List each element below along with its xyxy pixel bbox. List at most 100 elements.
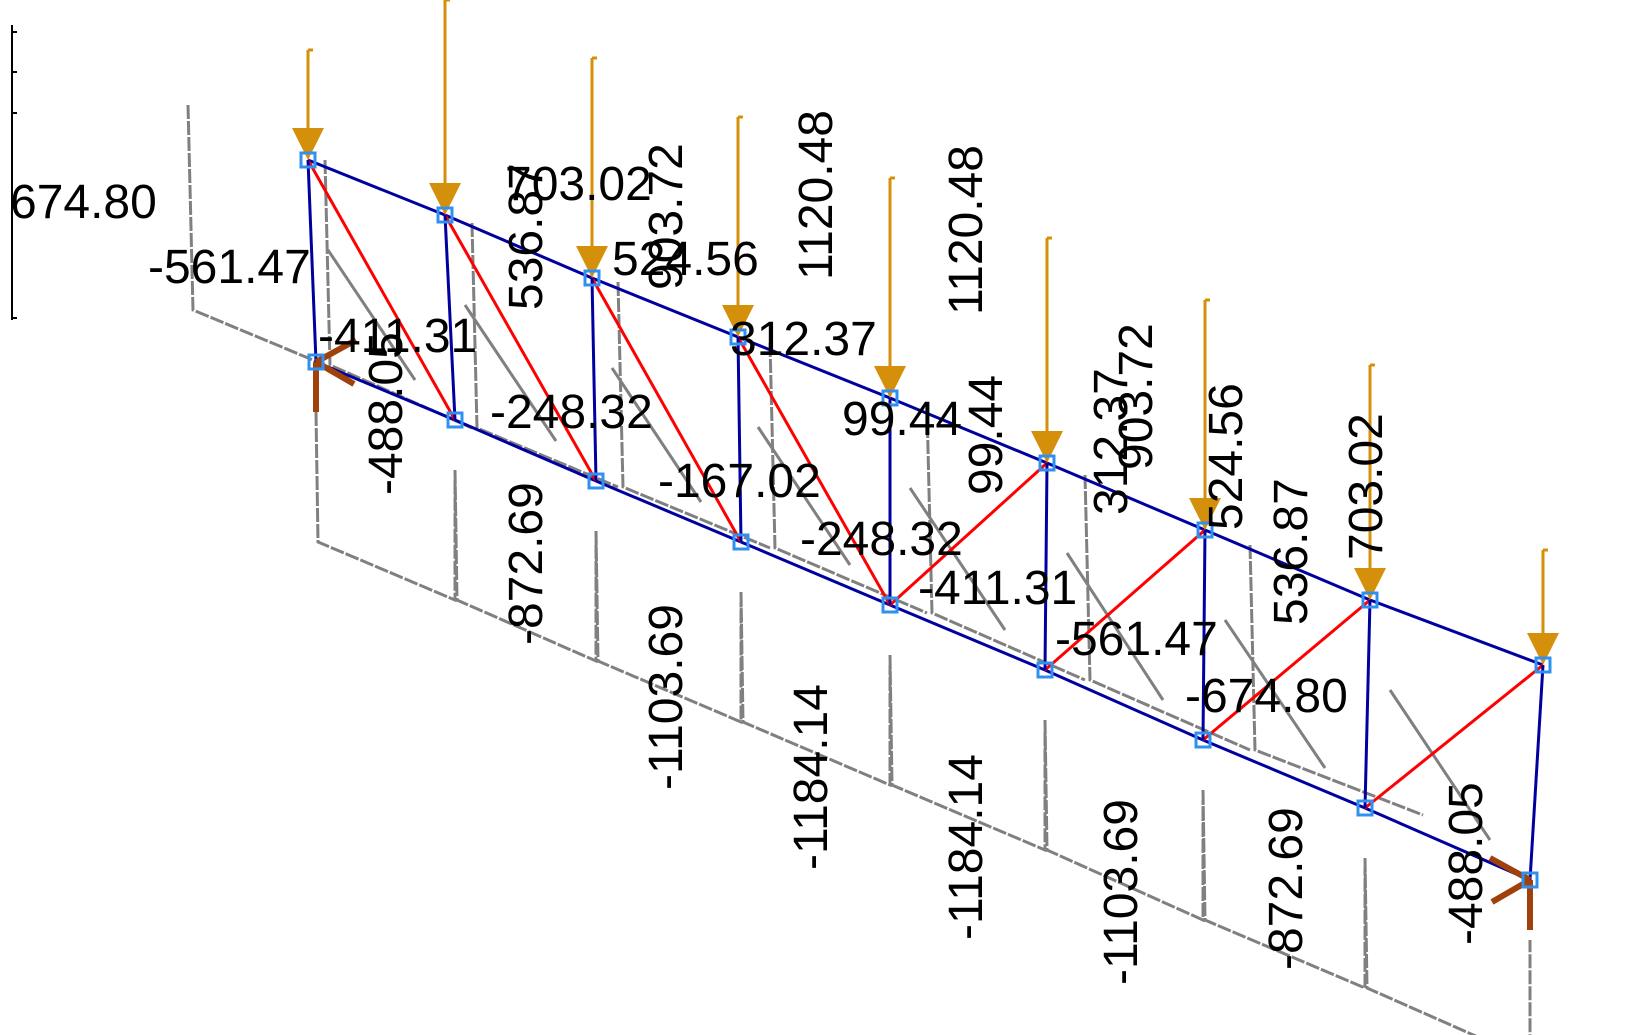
load-arrowhead — [1031, 431, 1063, 463]
bottom-chord — [315, 360, 456, 422]
force-label: 1120.48 — [940, 145, 993, 315]
force-label: 99.44 — [842, 393, 962, 446]
axis-ruler — [11, 25, 17, 320]
node — [436, 206, 454, 224]
force-diagram — [1223, 619, 1327, 769]
force-label: -1184.14 — [940, 754, 993, 940]
top-chord — [1204, 528, 1371, 602]
force-label: 524.56 — [612, 233, 759, 286]
vertical — [1528, 664, 1545, 881]
support — [1488, 855, 1533, 930]
diagonal — [736, 336, 892, 606]
force-label: -248.32 — [800, 513, 963, 566]
load-arrowhead — [429, 183, 461, 215]
node — [881, 389, 899, 407]
force-label: 903.72 — [1110, 323, 1163, 470]
diagonal — [306, 159, 457, 421]
force-label: -872.69 — [500, 482, 553, 645]
node — [446, 411, 464, 429]
force-labels: 674.80-561.47-411.31703.02524.56312.37-2… — [10, 110, 1493, 985]
force-label: -167.02 — [658, 455, 821, 508]
node — [307, 353, 325, 371]
node — [1356, 799, 1374, 817]
diagonal — [590, 277, 743, 543]
vertical — [443, 214, 457, 421]
force-label: 703.02 — [505, 158, 652, 211]
force-label: 312.37 — [730, 313, 877, 366]
node — [1038, 454, 1056, 472]
truss — [186, 0, 1559, 1035]
force-label: 312.37 — [1085, 368, 1138, 515]
force-diagram — [925, 407, 1086, 682]
force-label: -1103.69 — [1095, 799, 1148, 985]
force-label: -674.80 — [1185, 670, 1348, 723]
force-diagram — [1363, 857, 1532, 1035]
node — [1196, 521, 1214, 539]
force-label: -561.47 — [1055, 613, 1218, 666]
force-diagram — [326, 249, 417, 381]
diagonal — [1364, 663, 1544, 810]
node — [881, 596, 899, 614]
force-label: -488.05 — [360, 332, 413, 495]
node — [732, 533, 750, 551]
force-diagram — [1083, 474, 1251, 752]
vertical — [1201, 529, 1207, 741]
node — [587, 472, 605, 490]
diagonal — [1202, 598, 1371, 742]
load-arrowhead — [292, 128, 324, 160]
force-label: 674.80 — [10, 176, 157, 229]
force-label: -488.05 — [1440, 782, 1493, 945]
load-arrowhead — [1189, 498, 1221, 530]
top-chord — [737, 335, 891, 400]
load-arrowhead — [1354, 568, 1386, 600]
vertical — [590, 277, 598, 482]
load-arrowhead — [576, 246, 608, 278]
top-chord — [444, 213, 593, 280]
force-label: -248.32 — [490, 386, 653, 439]
force-diagram — [610, 367, 703, 503]
node — [1534, 656, 1552, 674]
force-label: 99.44 — [960, 375, 1013, 495]
force-label: -411.31 — [918, 562, 1077, 615]
node — [729, 328, 747, 346]
node — [583, 269, 601, 287]
force-label: 536.87 — [1265, 478, 1318, 625]
force-label: 536.87 — [500, 163, 553, 310]
bottom-chord — [889, 603, 1046, 672]
bottom-chord — [1044, 668, 1204, 742]
diagonal — [443, 214, 598, 482]
force-label: -1184.14 — [785, 684, 838, 870]
force-label: -872.69 — [1260, 807, 1313, 970]
force-diagram — [1388, 689, 1492, 841]
force-diagram — [463, 304, 558, 442]
force-label: -561.47 — [148, 241, 311, 294]
force-label: 703.02 — [1340, 413, 1393, 560]
node — [1521, 871, 1539, 889]
bottom-chord — [595, 479, 742, 544]
node — [1361, 591, 1379, 609]
diagonal — [888, 461, 1049, 607]
bottom-chord — [1202, 738, 1366, 810]
bottom-chord — [454, 418, 597, 483]
vertical — [306, 159, 318, 363]
top-chord — [889, 396, 1048, 465]
force-diagram — [768, 342, 928, 615]
force-label: 524.56 — [1200, 383, 1253, 530]
force-label: 903.72 — [640, 143, 693, 290]
load-arrowhead — [874, 366, 906, 398]
force-diagram — [1065, 552, 1165, 701]
force-diagram — [908, 487, 1007, 631]
force-diagram — [1248, 544, 1424, 817]
force-label: 1120.48 — [790, 110, 843, 280]
top-chord — [1369, 598, 1544, 667]
load-arrowhead — [722, 305, 754, 337]
force-diagram — [616, 281, 771, 550]
top-chord — [1046, 461, 1206, 532]
node — [299, 151, 317, 169]
node — [1036, 661, 1054, 679]
force-label: -1103.69 — [640, 604, 693, 790]
bottom-chord — [740, 540, 891, 607]
vertical — [736, 336, 743, 543]
force-label: -411.31 — [318, 310, 477, 363]
